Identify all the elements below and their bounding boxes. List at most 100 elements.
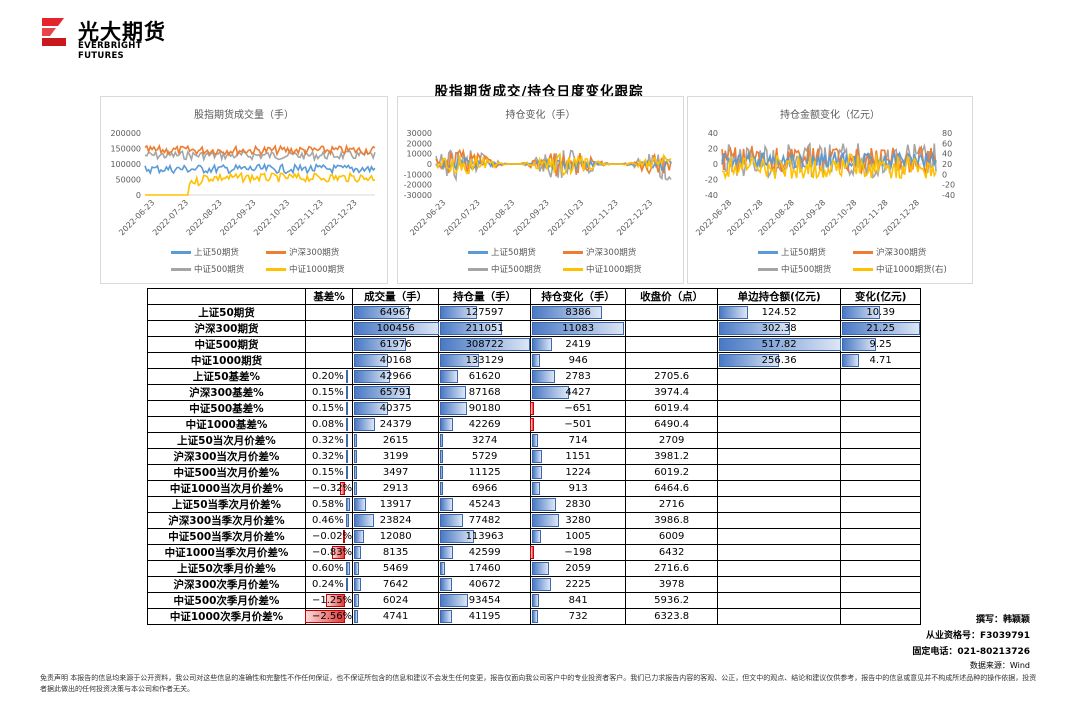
cell-value: 61976	[379, 339, 412, 350]
cell-value: 3280	[565, 515, 591, 526]
brand-name-en: EVERBRIGHT FUTURES	[78, 41, 142, 61]
cell-value: 42599	[468, 547, 501, 558]
data-bar	[842, 306, 881, 319]
cell-amtchg: 4.71	[840, 352, 922, 369]
legend-swatch	[563, 251, 583, 254]
cell-value: 946	[568, 355, 588, 366]
everbright-logo-icon	[36, 14, 70, 50]
cell-amt: 124.52	[717, 304, 842, 321]
cell-chg: 1224	[530, 464, 627, 481]
cell-vol: 64967	[352, 304, 440, 321]
cell-value: 45243	[468, 499, 501, 510]
row-label: 中证1000当季次月价差%	[147, 544, 306, 561]
cell-vol: 40375	[352, 400, 440, 417]
cell-value: 2615	[382, 435, 409, 446]
cell-amtchg	[840, 464, 922, 481]
row-label: 中证500基差%	[147, 400, 306, 417]
cell-value: 2709	[658, 435, 685, 446]
y-tick-label: 10000	[407, 150, 432, 159]
row-label: 上证50基差%	[147, 368, 306, 385]
y-tick-label: 50000	[116, 176, 141, 185]
data-bar	[530, 418, 535, 431]
cell-value: 12080	[379, 531, 412, 542]
y-tick-label: 0	[136, 191, 141, 200]
cell-vol: 6024	[352, 592, 440, 609]
data-bar	[343, 530, 346, 543]
cell-value: 0.15%	[312, 387, 344, 398]
cell-close: 6432	[625, 544, 719, 561]
chart-title: 持仓变化（手）	[505, 110, 576, 121]
cell-value: 0.60%	[312, 563, 344, 574]
legend-swatch	[266, 268, 286, 271]
cell-value: 133129	[465, 355, 504, 366]
data-source: 数据来源：Wind	[969, 661, 1030, 670]
cell-chg: 11083	[530, 320, 627, 337]
data-bar	[354, 354, 388, 367]
row-label: 中证500次季月价差%	[147, 592, 306, 609]
legend-label: 中证1000期货	[586, 265, 642, 275]
data-bar	[346, 450, 348, 463]
cell-close: 6490.4	[625, 416, 719, 433]
cell-close	[625, 336, 719, 353]
cell-close: 6009	[625, 528, 719, 545]
legend-swatch	[266, 251, 286, 254]
data-bar	[440, 306, 478, 319]
legend-item: 中证1000期货	[266, 263, 345, 275]
cell-value: 256.36	[761, 355, 797, 366]
cell-close: 6323.8	[625, 608, 719, 625]
table-row: 中证1000基差% 0.08% 24379 42269 −501 6490.4	[147, 416, 922, 433]
cell-vol: 8135	[352, 544, 440, 561]
futures-table: 基差% 成交量（手） 持仓量（手） 持仓变化（手） 收盘价（点） 单边持仓额(亿元) 变化(…	[147, 288, 922, 625]
data-bar	[532, 514, 560, 527]
data-bar	[346, 578, 348, 591]
column-header: 单边持仓额(亿元)	[717, 288, 842, 305]
row-label: 中证1000当次月价差%	[147, 480, 306, 497]
cell-basis: 0.32%	[304, 448, 354, 465]
cell-oi: 90180	[438, 400, 532, 417]
cell-oi: 41195	[438, 608, 532, 625]
cell-amt	[717, 512, 842, 529]
data-bar	[842, 322, 921, 335]
y2-tick-label: 20	[942, 160, 952, 169]
cell-value: 6464.6	[654, 483, 690, 494]
row-label: 中证1000基差%	[147, 416, 306, 433]
x-tick-label: 2022-07-23	[443, 198, 482, 237]
data-bar	[440, 450, 443, 463]
cell-chg: −198	[530, 544, 627, 561]
cell-amtchg	[840, 512, 922, 529]
cell-amt	[717, 576, 842, 593]
y-tick-label: 0	[427, 160, 432, 169]
cell-value: 732	[568, 611, 588, 622]
cell-chg: −501	[530, 416, 627, 433]
cell-amtchg	[840, 608, 922, 625]
cell-value: −651	[564, 403, 592, 414]
cell-value: 0.32%	[312, 435, 344, 446]
legend-label: 沪深300期货	[876, 248, 927, 258]
oi-change-chart: 持仓变化（手） 30000 20000 10000 0 -10000 -20000 -300…	[397, 96, 684, 284]
data-bar	[440, 354, 480, 367]
cell-oi: 42269	[438, 416, 532, 433]
cell-value: 308722	[465, 339, 504, 350]
data-bar	[354, 594, 360, 607]
cell-basis: 0.20%	[304, 368, 354, 385]
cell-oi: 133129	[438, 352, 532, 369]
table-row: 中证1000次季月价差% −2.56% 4741 41195 732 6323.8	[147, 608, 922, 625]
cell-basis: 0.32%	[304, 432, 354, 449]
x-tick-label: 2022-06-23	[408, 198, 447, 237]
cell-value: 2716.6	[654, 563, 690, 574]
legend-item: 上证50期货	[758, 246, 826, 258]
data-bar	[440, 546, 453, 559]
data-bar	[346, 402, 348, 415]
legend-label: 中证500期货	[781, 265, 832, 275]
cell-value: 3497	[382, 467, 409, 478]
cell-value: 40672	[468, 579, 501, 590]
cell-value: 42966	[379, 371, 412, 382]
data-bar	[532, 306, 602, 319]
row-label: 中证1000期货	[147, 352, 306, 369]
cell-close: 6464.6	[625, 480, 719, 497]
cell-value: 2830	[565, 499, 591, 510]
row-label: 上证50次季月价差%	[147, 560, 306, 577]
cell-close	[625, 320, 719, 337]
x-tick-label: 2022-12-23	[320, 198, 359, 237]
cell-oi: 93454	[438, 592, 532, 609]
